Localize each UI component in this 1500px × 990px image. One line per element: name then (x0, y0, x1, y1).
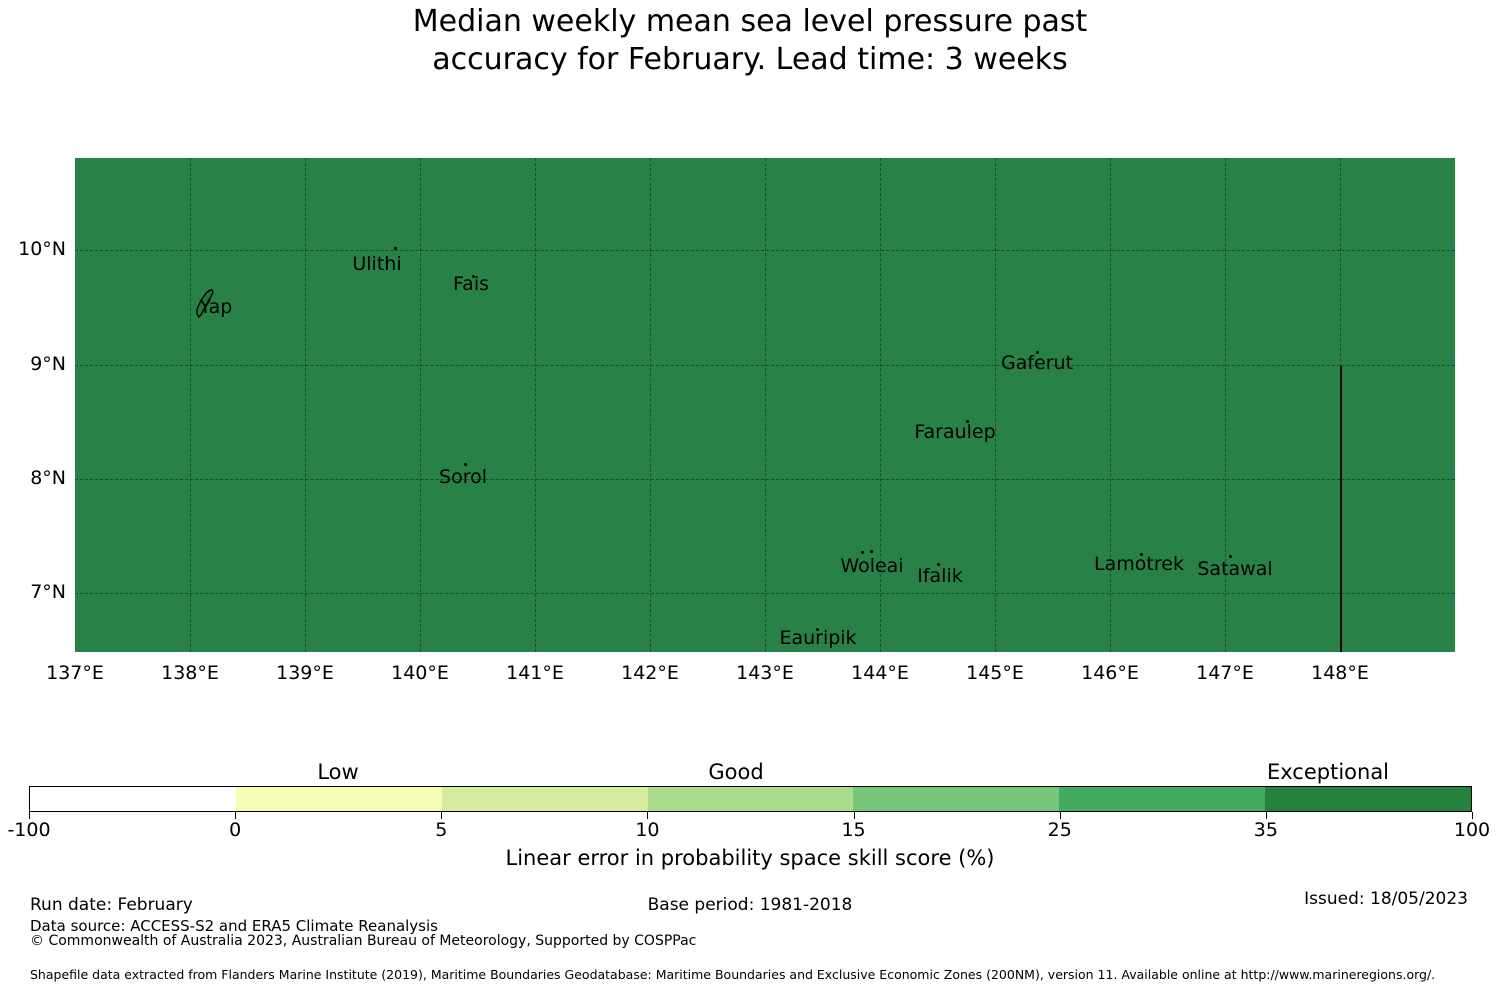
colorbar (29, 786, 1472, 812)
colorbar-segment (853, 787, 1060, 811)
colorbar-tick-label: 0 (229, 819, 242, 841)
x-tick-label: 147°E (1196, 662, 1254, 684)
colorbar-tick-label: 10 (635, 819, 660, 841)
gridline-vertical (190, 158, 191, 652)
gridline-vertical (765, 158, 766, 652)
island-label: Satawal (1197, 558, 1273, 580)
island-dot (860, 550, 864, 554)
colorbar-tick-mark (647, 812, 649, 819)
y-tick-label: 10°N (18, 238, 66, 260)
gridline-horizontal (75, 250, 1455, 251)
colorbar-segment (647, 787, 854, 811)
gridline-vertical (420, 158, 421, 652)
map-panel: Yap Ulithi Fais Sorol Gaferut Faraulep Woleai I… (75, 158, 1455, 652)
y-tick-label: 7°N (30, 581, 66, 603)
yap-island-shape (196, 289, 214, 318)
island-label: Gaferut (1000, 352, 1074, 374)
colorbar-tick-label: 35 (1253, 819, 1278, 841)
colorbar-tick-label: 100 (1453, 819, 1491, 841)
island-label: Sorol (439, 466, 487, 488)
colorbar-tick-mark (1472, 812, 1473, 819)
island-dot (393, 246, 397, 250)
island-dot (815, 627, 819, 631)
colorbar-tick-mark (853, 812, 855, 819)
colorbar-segment (1265, 787, 1472, 811)
colorbar-tick-mark (1265, 812, 1267, 819)
x-tick-label: 144°E (851, 662, 909, 684)
shapefile-note-text: Shapefile data extracted from Flanders M… (30, 967, 1436, 982)
island-dot (471, 274, 475, 278)
x-tick-label: 137°E (46, 662, 104, 684)
island-label: Woleai (840, 555, 904, 577)
island-dot (1139, 552, 1143, 556)
base-period-text: Base period: 1981-2018 (647, 895, 853, 915)
colorbar-tick-mark (235, 812, 237, 819)
island-label: Fais (452, 273, 490, 295)
gridline-vertical (995, 158, 996, 652)
gridline-vertical (305, 158, 306, 652)
island-dot (1228, 554, 1232, 558)
eez-boundary-line (1340, 366, 1342, 652)
copyright-text: © Commonwealth of Australia 2023, Austra… (30, 933, 697, 949)
gridline-vertical (650, 158, 651, 652)
x-tick-label: 139°E (276, 662, 334, 684)
x-tick-label: 143°E (736, 662, 794, 684)
island-label: Eauripik (779, 627, 857, 649)
title-line-2: accuracy for February. Lead time: 3 week… (432, 42, 1068, 77)
island-dot (936, 562, 940, 566)
island-label: Lamotrek (1094, 553, 1184, 575)
title-line-1: Median weekly mean sea level pressure pa… (412, 4, 1088, 39)
x-tick-label: 140°E (391, 662, 449, 684)
y-tick-label: 8°N (30, 467, 66, 489)
figure-title: Median weekly mean sea level pressure pa… (0, 3, 1500, 79)
colorbar-category-label: Exceptional (1266, 760, 1390, 784)
island-label: Ulithi (352, 253, 402, 275)
colorbar-segment (30, 787, 236, 811)
colorbar-tick-label: -100 (7, 819, 51, 841)
island-label: Ifalik (917, 565, 963, 587)
colorbar-segment (1059, 787, 1266, 811)
colorbar-tick-label: 15 (841, 819, 866, 841)
x-tick-label: 145°E (966, 662, 1024, 684)
run-date-text: Run date: February (30, 895, 193, 915)
x-tick-label: 138°E (161, 662, 219, 684)
island-label: Faraulep (914, 421, 996, 443)
colorbar-category-label: Low (317, 760, 359, 784)
colorbar-tick-mark (441, 812, 443, 819)
colorbar-axis-label: Linear error in probability space skill … (505, 846, 995, 870)
island-dot (869, 549, 873, 553)
x-tick-label: 146°E (1081, 662, 1139, 684)
gridline-vertical (880, 158, 881, 652)
gridline-horizontal (75, 593, 1455, 594)
x-tick-label: 141°E (506, 662, 564, 684)
x-tick-label: 148°E (1311, 662, 1369, 684)
x-tick-label: 142°E (621, 662, 679, 684)
data-source-text: Data source: ACCESS-S2 and ERA5 Climate … (30, 917, 438, 935)
colorbar-segment (235, 787, 442, 811)
colorbar-tick-label: 25 (1047, 819, 1072, 841)
colorbar-category-label: Good (708, 760, 764, 784)
issued-date-text: Issued: 18/05/2023 (1304, 889, 1468, 909)
gridline-vertical (1225, 158, 1226, 652)
gridline-vertical (535, 158, 536, 652)
colorbar-tick-label: 5 (435, 819, 448, 841)
colorbar-tick-mark (1059, 812, 1061, 819)
island-dot (965, 419, 969, 423)
island-label: Yap (199, 296, 233, 318)
island-dot (463, 462, 467, 466)
gridline-horizontal (75, 479, 1455, 480)
y-tick-label: 9°N (30, 353, 66, 375)
colorbar-segment (441, 787, 648, 811)
island-dot (1035, 350, 1039, 354)
colorbar-tick-mark (29, 812, 30, 819)
gridline-horizontal (75, 365, 1455, 366)
gridline-vertical (1110, 158, 1111, 652)
